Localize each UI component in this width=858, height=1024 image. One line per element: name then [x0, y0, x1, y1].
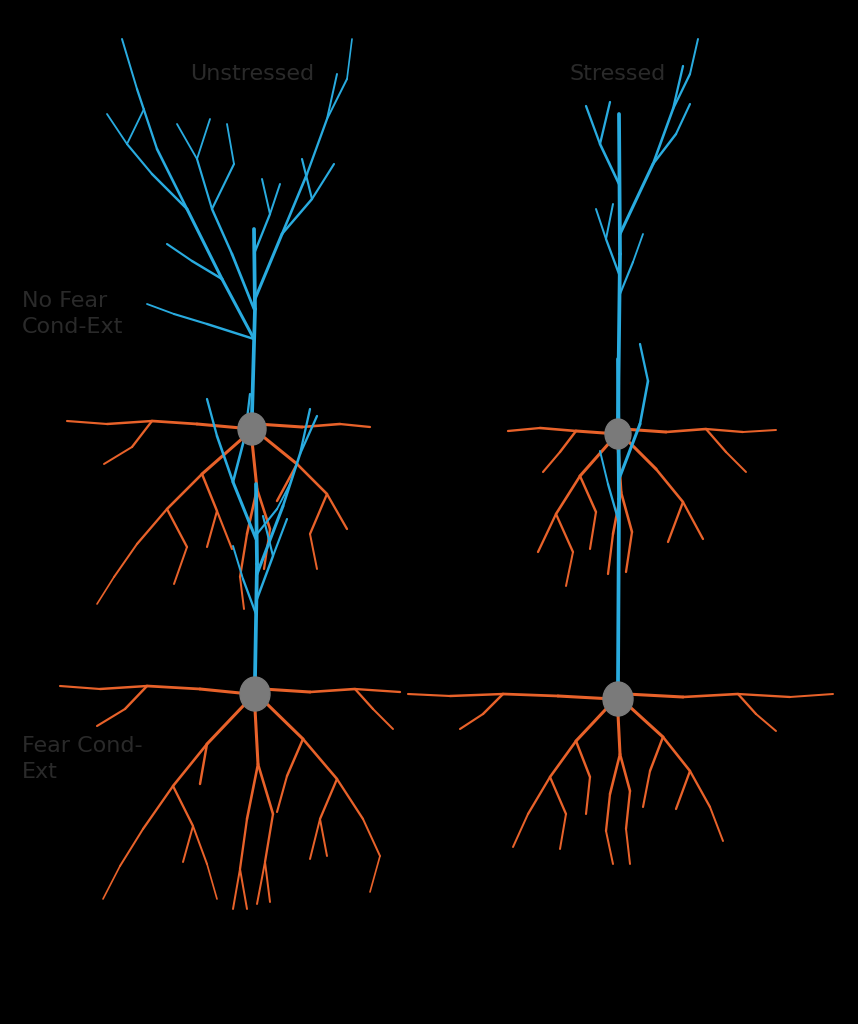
Text: No Fear
Cond-Ext: No Fear Cond-Ext: [22, 291, 124, 337]
Text: Stressed: Stressed: [570, 63, 666, 84]
Text: Fear Cond-
Ext: Fear Cond- Ext: [22, 736, 142, 782]
Text: Unstressed: Unstressed: [190, 63, 314, 84]
Ellipse shape: [603, 682, 633, 716]
Ellipse shape: [240, 677, 270, 711]
Ellipse shape: [238, 413, 266, 445]
Ellipse shape: [605, 419, 631, 449]
